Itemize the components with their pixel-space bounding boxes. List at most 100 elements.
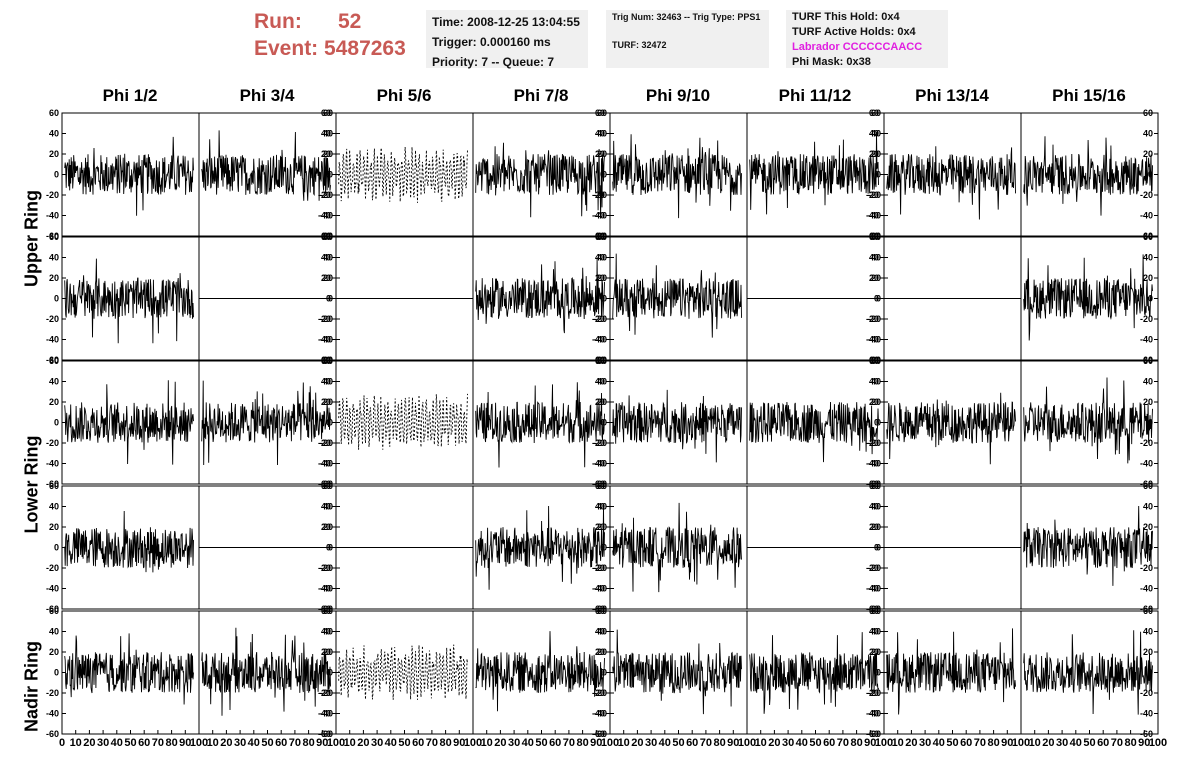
- y-tick-label: -40: [594, 709, 607, 719]
- y-tick-label: 60: [869, 108, 879, 118]
- waveform-r0-c6: [886, 146, 1016, 220]
- y-tick-label: -60: [866, 604, 879, 614]
- y-tick-label: -60: [46, 479, 59, 489]
- x-tick-label: 20: [1042, 737, 1054, 749]
- event-value: 5487263: [324, 37, 406, 60]
- y-tick-label: -20: [320, 190, 333, 200]
- y-tick-label: -40: [592, 335, 605, 345]
- y-tick-label: -20: [46, 314, 59, 324]
- y-tick-label: 40: [49, 627, 59, 637]
- time-text: Time: 2008-12-25 13:04:55: [432, 15, 580, 29]
- y-tick-label: 40: [597, 627, 607, 637]
- y-tick-label: -60: [594, 729, 607, 739]
- y-tick-label: 60: [595, 356, 605, 366]
- y-tick-label: 60: [595, 606, 605, 616]
- x-tick-label: 80: [713, 737, 725, 749]
- x-tick-label: 40: [1070, 737, 1082, 749]
- y-tick-label: 20: [323, 647, 333, 657]
- x-tick-label: 60: [823, 737, 835, 749]
- x-tick-label: 30: [1056, 737, 1068, 749]
- y-tick-label: -40: [866, 584, 879, 594]
- y-tick-label: 0: [876, 294, 881, 304]
- y-tick-label: 20: [1143, 273, 1153, 283]
- x-tick-label: 70: [563, 737, 575, 749]
- y-tick-label: -60: [318, 231, 331, 241]
- y-tick-label: -20: [1140, 563, 1153, 573]
- y-tick-label: 60: [49, 606, 59, 616]
- x-tick-label: 60: [960, 737, 972, 749]
- x-tick-label: 100: [875, 737, 893, 749]
- y-tick-label: -40: [594, 459, 607, 469]
- waveform-r4-c3: [475, 631, 605, 712]
- x-tick-label: 30: [919, 737, 931, 749]
- y-tick-label: 0: [602, 668, 607, 678]
- y-tick-label: 60: [323, 108, 333, 118]
- y-tick-label: 60: [321, 481, 331, 491]
- y-tick-label: 40: [871, 502, 881, 512]
- waveform-r0-c2: [338, 146, 468, 203]
- y-tick-label: -40: [866, 459, 879, 469]
- y-tick-label: -20: [318, 688, 331, 698]
- x-tick-label: 20: [220, 737, 232, 749]
- waveform-r4-c7: [1023, 630, 1153, 715]
- y-tick-label: -40: [868, 709, 881, 719]
- y-tick-label: 40: [321, 129, 331, 139]
- waveform-r0-c1: [201, 130, 331, 201]
- y-tick-label: 20: [595, 149, 605, 159]
- y-tick-label: -20: [592, 438, 605, 448]
- x-tick-label: 100: [327, 737, 345, 749]
- waveform-r3-c4: [612, 502, 742, 593]
- run-value: 52: [338, 10, 362, 33]
- y-tick-label: -60: [318, 604, 331, 614]
- y-tick-label: -40: [594, 211, 607, 221]
- y-tick-label: -20: [592, 688, 605, 698]
- y-tick-label: 0: [54, 294, 59, 304]
- y-tick-label: 20: [595, 647, 605, 657]
- y-tick-label: -40: [1140, 211, 1153, 221]
- y-tick-label: -60: [320, 604, 333, 614]
- x-tick-label: 90: [727, 737, 739, 749]
- y-tick-label: 40: [323, 129, 333, 139]
- y-tick-label: 60: [869, 481, 879, 491]
- time-info-box: Time: 2008-12-25 13:04:55 Trigger: 0.000…: [426, 10, 588, 69]
- x-tick-label: 70: [1111, 737, 1123, 749]
- turf-this-hold-text: TURF This Hold: 0x4: [792, 11, 900, 23]
- y-tick-label: 60: [323, 232, 333, 242]
- x-tick-label: 70: [426, 737, 438, 749]
- y-tick-label: 40: [871, 253, 881, 263]
- y-tick-label: 40: [869, 377, 879, 387]
- x-tick-label: 70: [837, 737, 849, 749]
- x-tick-label: 10: [207, 737, 219, 749]
- y-tick-label: -60: [866, 729, 879, 739]
- x-tick-label: 40: [796, 737, 808, 749]
- y-tick-label: 60: [323, 356, 333, 366]
- y-tick-label: -20: [594, 688, 607, 698]
- y-tick-label: 0: [602, 418, 607, 428]
- y-tick-label: 60: [49, 481, 59, 491]
- x-tick-label: 100: [464, 737, 482, 749]
- y-tick-label: 0: [876, 418, 881, 428]
- y-tick-label: -40: [320, 584, 333, 594]
- event-line: Event: 5487263: [254, 35, 424, 62]
- y-tick-label: 60: [49, 356, 59, 366]
- y-tick-label: -20: [1140, 688, 1153, 698]
- y-tick-label: -60: [868, 479, 881, 489]
- y-tick-label: -40: [318, 709, 331, 719]
- y-tick-label: -40: [866, 709, 879, 719]
- y-tick-label: -40: [1140, 709, 1153, 719]
- y-tick-label: 40: [597, 253, 607, 263]
- y-tick-label: 20: [595, 397, 605, 407]
- y-tick-label: 20: [321, 397, 331, 407]
- y-tick-label: -40: [320, 459, 333, 469]
- y-tick-label: -60: [592, 479, 605, 489]
- waveform-r2-c0: [64, 380, 194, 465]
- waveform-r0-c7: [1023, 136, 1153, 216]
- y-tick-label: 0: [328, 543, 333, 553]
- event-label: Event:: [254, 37, 319, 60]
- y-tick-label: -40: [318, 211, 331, 221]
- panel-frame-r3-c7: [1020, 485, 1159, 610]
- y-tick-label: 60: [597, 356, 607, 366]
- y-tick-label: -60: [594, 604, 607, 614]
- y-tick-label: -20: [594, 563, 607, 573]
